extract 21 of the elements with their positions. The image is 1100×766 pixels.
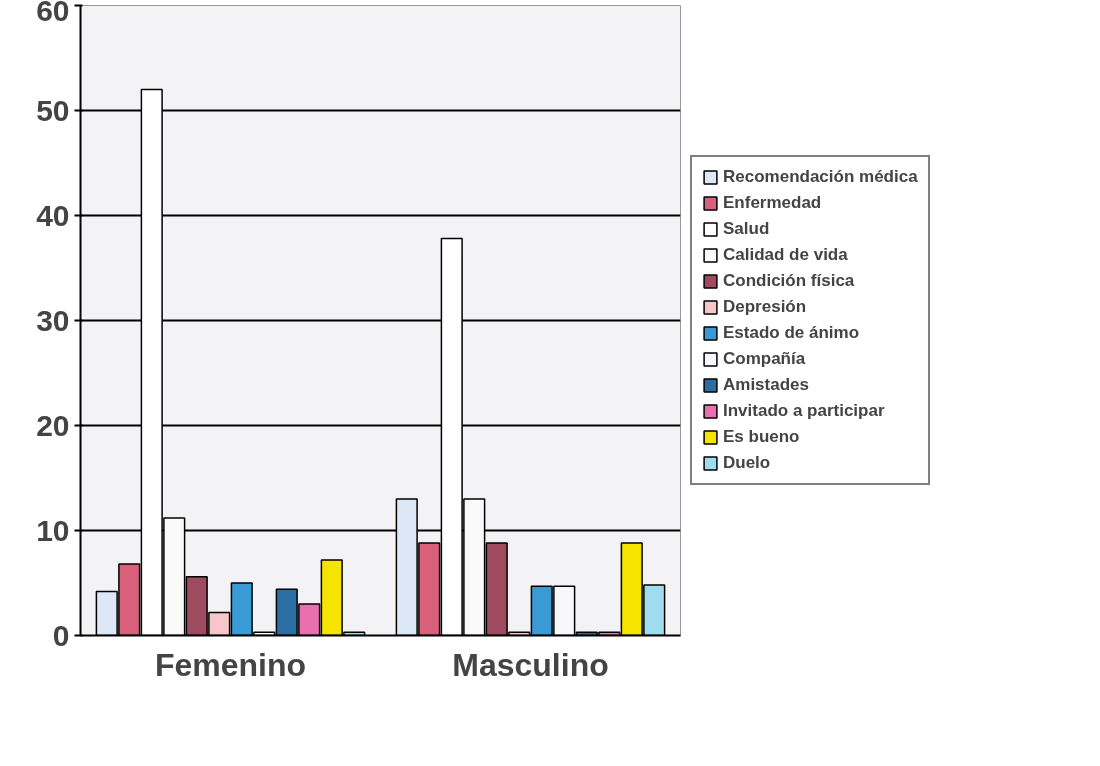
y-tick-label: 50 bbox=[36, 93, 70, 127]
legend-label: Salud bbox=[723, 219, 770, 239]
legend-label: Compañía bbox=[723, 349, 806, 369]
legend-label: Enfermedad bbox=[723, 193, 822, 213]
legend-label: Calidad de vida bbox=[723, 245, 848, 265]
y-tick-label: 0 bbox=[52, 618, 70, 652]
legend-label: Recomendación médica bbox=[723, 167, 918, 187]
legend-label: Duelo bbox=[723, 453, 771, 473]
y-tick-label: 30 bbox=[36, 303, 70, 337]
legend-label: Invitado a participar bbox=[723, 401, 885, 421]
y-tick-label: 10 bbox=[36, 513, 70, 547]
legend-label: Es bueno bbox=[723, 427, 800, 447]
legend-label: Condición física bbox=[723, 271, 855, 291]
x-tick-label: Femenino bbox=[154, 646, 307, 683]
y-tick-label: 60 bbox=[36, 0, 70, 27]
legend-label: Depresión bbox=[723, 297, 807, 317]
x-tick-label: Masculino bbox=[452, 646, 609, 683]
y-tick-label: 20 bbox=[36, 408, 70, 442]
legend-label: Estado de ánimo bbox=[723, 323, 860, 343]
y-tick-label: 40 bbox=[36, 198, 70, 232]
legend-label: Amistades bbox=[723, 375, 809, 395]
